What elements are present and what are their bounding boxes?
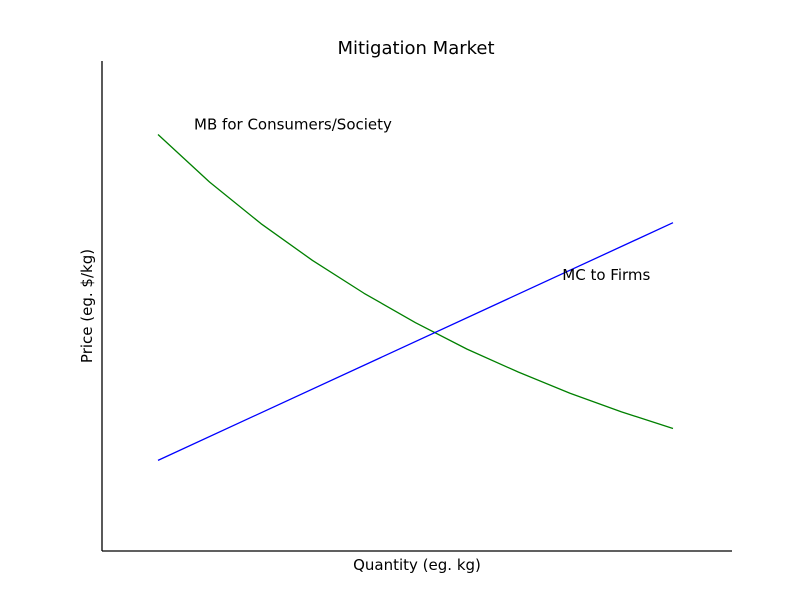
annotation-layer: MB for Consumers/Society MC to Firms — [194, 116, 650, 284]
axes — [101, 61, 732, 552]
x-axis-label: Quantity (eg. kg) — [353, 556, 481, 574]
series-layer — [157, 134, 674, 461]
chart-title: Mitigation Market — [337, 38, 494, 59]
series-line-mc — [157, 222, 674, 461]
annotation-mb-label: MB for Consumers/Society — [194, 116, 392, 134]
series-line-mb — [157, 134, 674, 430]
annotation-mc-label: MC to Firms — [562, 266, 650, 284]
y-axis-label: Price (eg. $/kg) — [78, 249, 96, 363]
